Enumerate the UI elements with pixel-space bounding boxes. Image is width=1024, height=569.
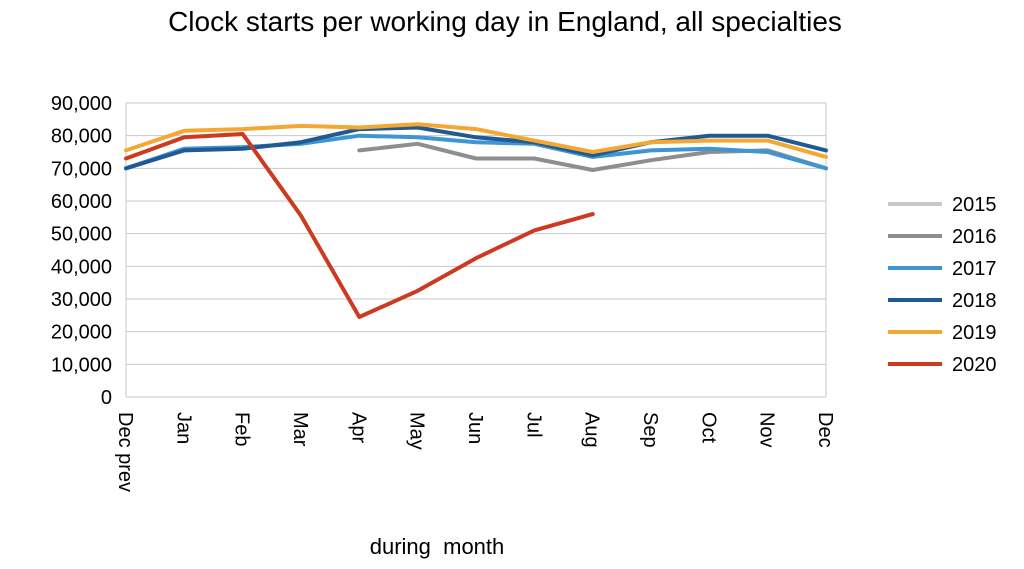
chart-title: Clock starts per working day in England,… (168, 6, 842, 37)
y-tick-labels: 0 10,000 20,000 30,000 40,000 50,000 60,000 70,… (51, 93, 112, 409)
x-tick-label: Aug (581, 412, 603, 448)
y-tick-label: 20,000 (51, 322, 112, 344)
series-lines (124, 122, 828, 319)
x-tick-label: Sep (639, 412, 661, 448)
legend: 2015 2016 2017 2018 2019 2020 (888, 194, 997, 376)
y-tick-label: 90,000 (51, 93, 112, 115)
legend-label-2019: 2019 (952, 322, 997, 344)
x-tick-label: Dec prev (114, 412, 136, 492)
x-tick-label: Oct (697, 412, 719, 444)
y-tick-label: 10,000 (51, 354, 112, 376)
x-tick-label: Nov (756, 412, 778, 448)
legend-label-2017: 2017 (952, 258, 997, 280)
series-line-2018 (124, 125, 828, 171)
legend-label-2018: 2018 (952, 290, 997, 312)
y-tick-label: 50,000 (51, 224, 112, 246)
x-tick-label: Jul (522, 412, 544, 438)
y-tick-label: 60,000 (51, 191, 112, 213)
x-tick-label: May (406, 412, 428, 450)
x-axis-title: during month (369, 534, 505, 559)
series-line-2020 (124, 132, 595, 319)
x-tick-label: Apr (347, 412, 369, 443)
x-tick-label: Jun (464, 412, 486, 444)
legend-label-2016: 2016 (952, 226, 997, 248)
legend-label-2020: 2020 (952, 354, 997, 376)
y-tick-label: 30,000 (51, 289, 112, 311)
x-tick-label: Mar (289, 412, 311, 447)
y-tick-label: 80,000 (51, 126, 112, 148)
y-tick-label: 70,000 (51, 158, 112, 180)
y-tick-label: 40,000 (51, 256, 112, 278)
series-line-2019 (124, 122, 828, 159)
x-tick-label: Jan (172, 412, 194, 444)
x-tick-label: Feb (231, 412, 253, 446)
x-tick-label: Dec (814, 412, 836, 448)
x-tick-labels: Dec prev Jan Feb Mar Apr May Jun Jul Aug Sep Oct No… (114, 412, 836, 492)
legend-label-2015: 2015 (952, 194, 997, 216)
y-tick-label: 0 (101, 387, 112, 409)
